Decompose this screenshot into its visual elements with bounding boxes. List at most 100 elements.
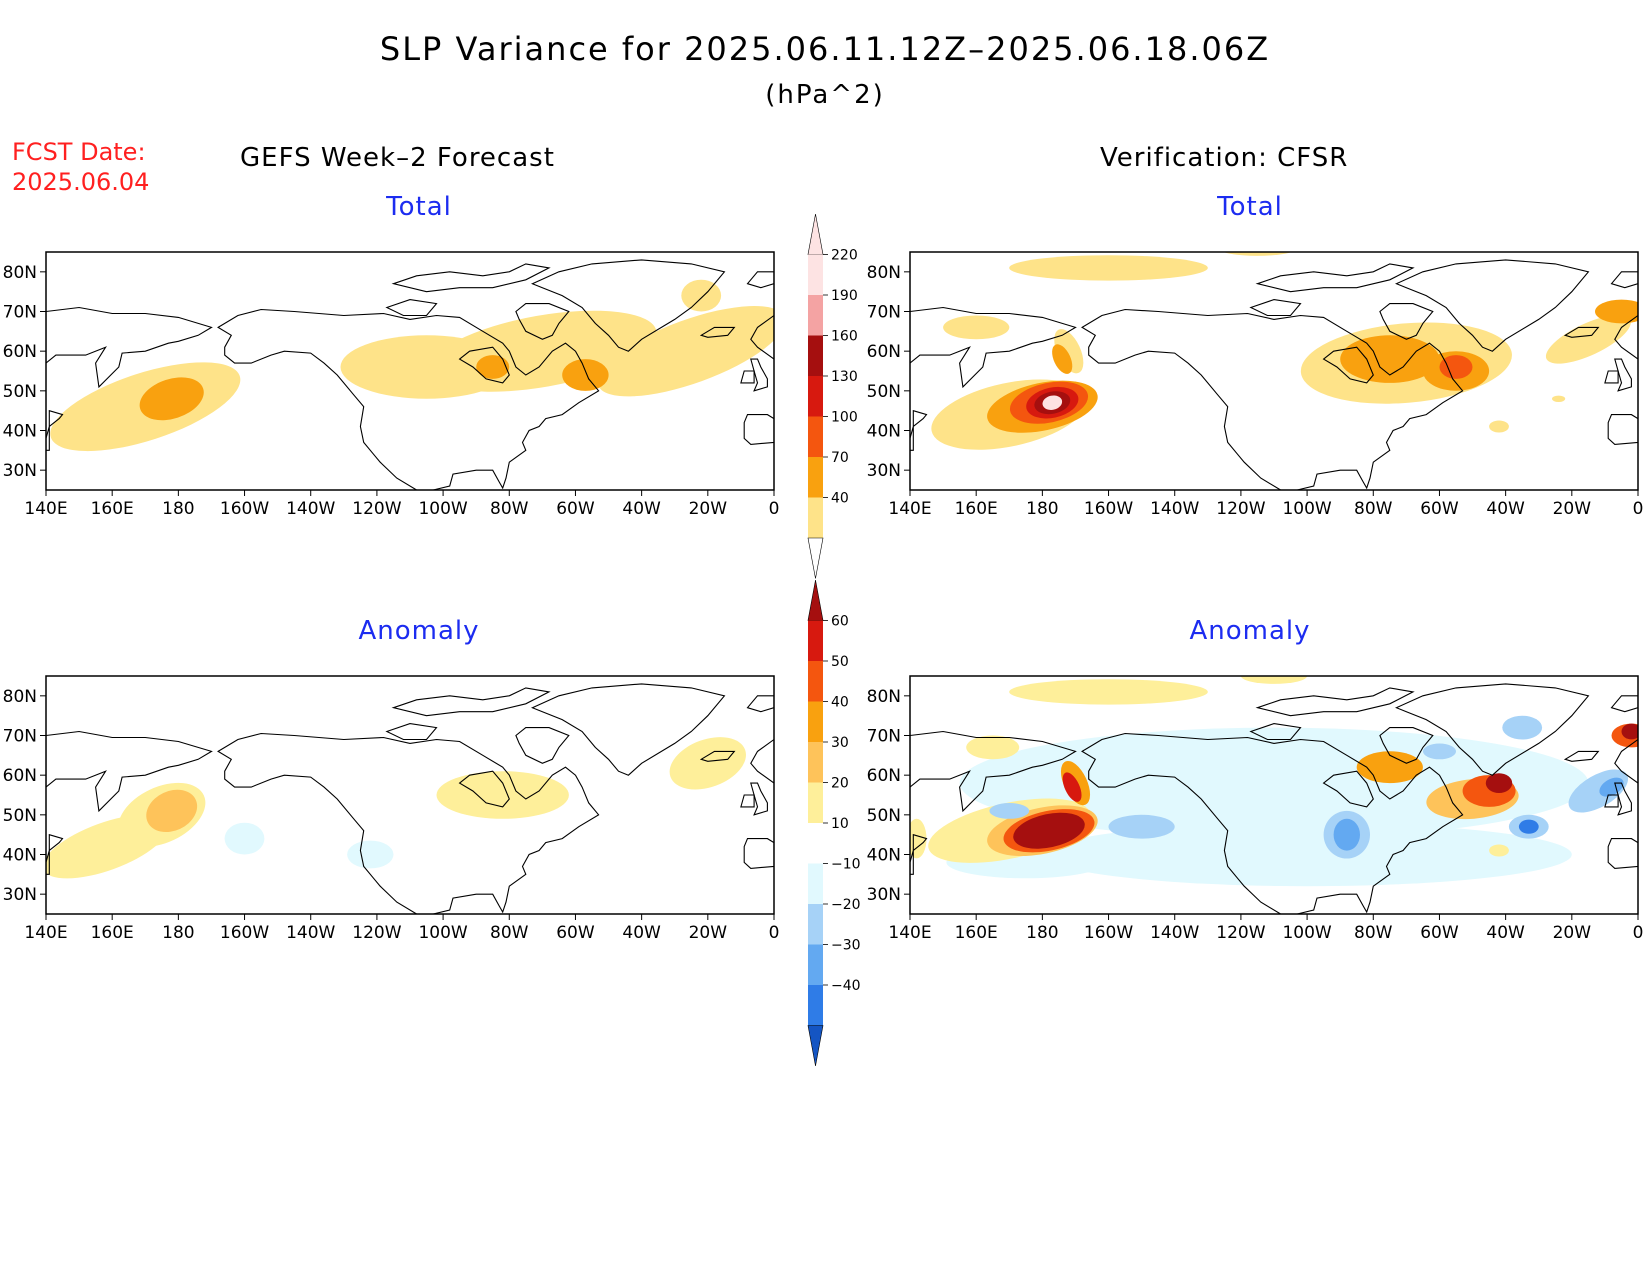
bottom-left-panel-title: Anomaly: [358, 616, 480, 646]
lat-tick-label: 30N: [867, 885, 901, 905]
coastline: [1604, 794, 1619, 808]
contour-blob: [1333, 818, 1361, 851]
contour-blob: [1054, 329, 1084, 374]
colorbar-swatch: [808, 985, 823, 1026]
colorbar-label: 70: [831, 450, 849, 466]
lon-tick-label: 160E: [955, 499, 998, 519]
lon-tick-label: 80W: [490, 923, 529, 943]
coastline: [1607, 838, 1638, 869]
coastline: [910, 730, 1077, 813]
contour-blob: [681, 279, 722, 312]
contour-blob: [669, 737, 746, 790]
lat-tick-label: 80N: [867, 687, 901, 707]
panel-bl: 140E 160E 180 160W 140W 120W 100W 80W 60W 40W 20W 0…: [3, 675, 779, 943]
colorbar-cap-bottom: [807, 537, 824, 579]
coastline: [699, 326, 736, 338]
colorbar-label: 130: [831, 369, 858, 385]
colorbar-swatch: [808, 254, 823, 295]
coastline: [740, 794, 755, 808]
coastline: [750, 314, 774, 360]
lon-tick-label: 40W: [1486, 499, 1525, 519]
main-title: SLP Variance for 2025.06.11.12Z–2025.06.…: [379, 30, 1271, 68]
lon-tick-label: 120W: [352, 499, 401, 519]
coastline: [1379, 727, 1434, 764]
lon-tick-label: 180: [1026, 499, 1058, 519]
coastline: [391, 263, 551, 293]
coastline: [750, 738, 774, 784]
lon-tick-label: 140W: [1150, 499, 1199, 519]
coastline: [391, 687, 551, 717]
colorbar-label: 40: [831, 491, 849, 507]
coastline: [46, 833, 64, 875]
lon-tick-label: 140W: [286, 499, 335, 519]
coastline: [746, 695, 774, 713]
contour-blob: [1240, 676, 1308, 684]
contour-blob: [1009, 255, 1208, 281]
coastline: [385, 723, 438, 741]
lon-tick-label: 180: [162, 923, 194, 943]
coastline: [1322, 770, 1374, 808]
colorbar-swatch: [808, 823, 823, 864]
lon-tick-label: 160E: [91, 499, 134, 519]
colorbar-swatch: [808, 416, 823, 457]
coastline: [530, 683, 726, 776]
lon-tick-label: 100W: [418, 923, 467, 943]
coastline: [740, 370, 755, 384]
coastline: [1255, 687, 1415, 717]
lon-tick-label: 140W: [1150, 923, 1199, 943]
coastline: [1610, 271, 1638, 289]
contour-blob: [1042, 822, 1572, 887]
lat-tick-label: 40N: [867, 422, 901, 442]
lon-tick-label: 140E: [888, 923, 931, 943]
coastline: [750, 782, 768, 816]
fcst-date-label: FCST Date:: [12, 138, 146, 166]
coastline: [699, 750, 736, 762]
lat-tick-label: 80N: [867, 263, 901, 283]
lon-tick-label: 40W: [622, 499, 661, 519]
lat-tick-label: 30N: [3, 885, 37, 905]
contour-blob: [1042, 395, 1063, 410]
contour-blob: [1489, 844, 1509, 857]
colorbar-label: 20: [831, 776, 849, 792]
contour-blob: [1423, 743, 1456, 760]
lon-tick-label: 160W: [220, 499, 269, 519]
colorbar-cap-top: [807, 213, 824, 255]
lon-tick-label: 20W: [1553, 923, 1592, 943]
coastline: [910, 409, 928, 451]
contour-blob: [1108, 814, 1175, 839]
lon-tick-label: 140W: [286, 923, 335, 943]
contour-blob: [943, 315, 1010, 340]
contour-blob: [597, 306, 774, 397]
contour-blob: [910, 818, 927, 859]
contour-blob: [1340, 335, 1440, 383]
coastline: [1614, 314, 1638, 360]
colorbar-label: −20: [831, 897, 861, 913]
coastline: [1610, 695, 1638, 713]
coastline: [1563, 750, 1600, 762]
lon-tick-label: 100W: [418, 499, 467, 519]
lat-tick-label: 40N: [867, 846, 901, 866]
coastlines: [910, 683, 1638, 914]
lat-tick-label: 30N: [3, 461, 37, 481]
lat-tick-label: 60N: [867, 342, 901, 362]
lon-tick-label: 120W: [1216, 499, 1265, 519]
forecast-column-heading: GEFS Week–2 Forecast: [240, 143, 555, 173]
coastline: [743, 414, 774, 445]
lat-tick-label: 60N: [3, 342, 37, 362]
coastline: [515, 303, 570, 340]
colorbar-label: 220: [831, 248, 858, 264]
colorbar-swatch: [808, 335, 823, 376]
lon-tick-label: 60W: [1420, 923, 1459, 943]
colorbar-label: 60: [831, 614, 849, 630]
units-subtitle: (hPa^2): [765, 80, 885, 110]
coastline: [1322, 346, 1374, 384]
bottom-right-panel-title: Anomaly: [1189, 616, 1311, 646]
lon-tick-label: 160W: [220, 923, 269, 943]
contour-blob: [1013, 812, 1085, 849]
lon-tick-label: 60W: [556, 499, 595, 519]
lat-tick-label: 60N: [867, 766, 901, 786]
contour-blob: [1009, 679, 1208, 705]
coastline: [1614, 738, 1638, 784]
contour-blob: [1052, 344, 1073, 374]
contour-blob: [1518, 819, 1539, 834]
